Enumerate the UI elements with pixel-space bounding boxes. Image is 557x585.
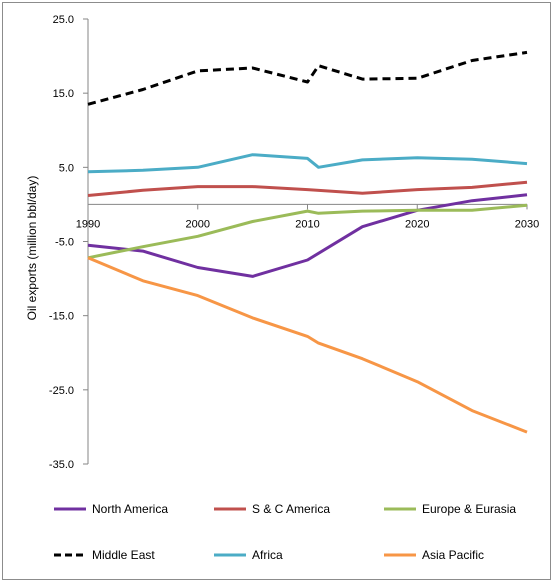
x-tick-label: 2030 [515, 218, 539, 230]
x-tick-label: 2000 [186, 218, 210, 230]
axes: 25.0 15.0 5.0 -5.0 -15.0 -25.0 -35.0 1990 2000 20… [49, 14, 539, 471]
y-tick-label: 25.0 [53, 14, 74, 26]
legend: North America S & C America Europe & Euras… [54, 502, 516, 562]
x-tick-label: 2010 [295, 218, 319, 230]
legend-label-asia-pacific: Asia Pacific [422, 548, 484, 562]
legend-label-north-america: North America [92, 502, 168, 516]
y-tick-label: -5.0 [55, 237, 74, 249]
x-tick-label: 1990 [76, 218, 100, 230]
legend-label-middle-east: Middle East [92, 548, 155, 562]
y-axis-title: Oil exports (million bbl/day) [25, 176, 39, 321]
series-line-asia-pacific [87, 256, 528, 434]
y-tick-label: 15.0 [53, 88, 74, 100]
series-line-europe-eurasia [87, 203, 528, 260]
series-layer [87, 50, 528, 434]
series-line-s-c-america [87, 180, 528, 197]
legend-label-africa: Africa [252, 548, 283, 562]
legend-label-europe-eurasia: Europe & Eurasia [422, 502, 516, 516]
y-tick-label: -15.0 [49, 311, 74, 323]
legend-label-s-c-america: S & C America [252, 502, 330, 516]
series-line-north-america [87, 193, 528, 278]
series-line-middle-east [87, 50, 528, 106]
y-tick-label: 5.0 [59, 162, 74, 174]
y-tick-label: -35.0 [49, 459, 74, 471]
series-line-africa [87, 153, 528, 174]
y-tick-label: -25.0 [49, 385, 74, 397]
chart-frame [2, 2, 551, 580]
x-tick-label: 2020 [405, 218, 429, 230]
